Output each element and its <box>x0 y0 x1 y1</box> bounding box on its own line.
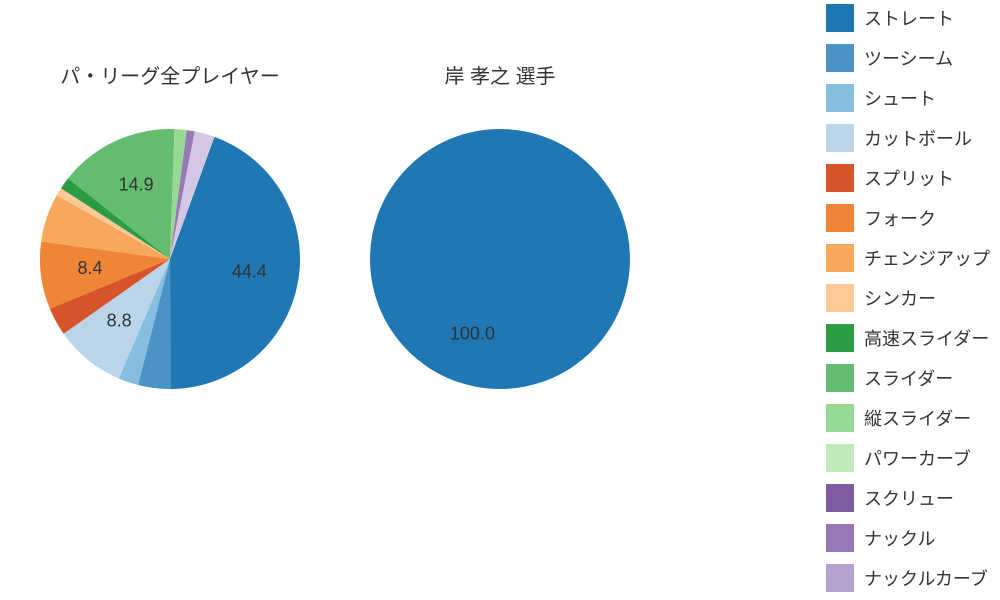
legend-swatch <box>826 524 854 552</box>
legend-label: フォーク <box>864 205 936 231</box>
legend-label: 高速スライダー <box>864 325 989 351</box>
legend-swatch <box>826 444 854 472</box>
legend-item: カットボール <box>826 124 990 152</box>
legend-label: ストレート <box>864 5 954 31</box>
legend-label: ツーシーム <box>864 45 953 71</box>
legend-label: 縦スライダー <box>864 405 971 431</box>
legend-swatch <box>826 4 854 32</box>
legend-label: シュート <box>864 85 936 111</box>
pie-slice-label: 100.0 <box>450 323 495 343</box>
legend-item: チェンジアップ <box>826 244 990 272</box>
legend-item: 縦スライダー <box>826 404 990 432</box>
legend-item: パワーカーブ <box>826 444 990 472</box>
pie-slice <box>370 129 630 389</box>
chart-title-1: 岸 孝之 選手 <box>444 60 555 89</box>
pie-slice-label: 8.4 <box>78 258 103 278</box>
chart-block-0: パ・リーグ全プレイヤー 44.4 8.8 8.4 14.9 <box>20 60 320 409</box>
legend-swatch <box>826 284 854 312</box>
legend-item: シンカー <box>826 284 990 312</box>
legend-swatch <box>826 124 854 152</box>
legend-label: スライダー <box>864 365 953 391</box>
chart-title-0: パ・リーグ全プレイヤー <box>60 60 279 89</box>
pie-slice-label: 8.8 <box>107 310 132 330</box>
legend-item: 高速スライダー <box>826 324 990 352</box>
legend-item: ナックル <box>826 524 990 552</box>
pie-slice-label: 14.9 <box>119 175 154 195</box>
legend-label: スプリット <box>864 165 954 191</box>
chart-container: パ・リーグ全プレイヤー 44.4 8.8 8.4 14.9 岸 孝之 選手 100.0… <box>0 0 1000 600</box>
legend-label: ナックル <box>864 525 935 551</box>
legend-item: スクリュー <box>826 484 990 512</box>
pie-chart-0: 44.4 8.8 8.4 14.9 <box>20 109 320 409</box>
legend-swatch <box>826 44 854 72</box>
legend-swatch <box>826 204 854 232</box>
legend-swatch <box>826 164 854 192</box>
legend-item: ナックルカーブ <box>826 564 990 592</box>
legend-label: ナックルカーブ <box>864 565 988 591</box>
legend-swatch <box>826 564 854 592</box>
legend-item: ツーシーム <box>826 44 990 72</box>
legend-item: ストレート <box>826 4 990 32</box>
legend-swatch <box>826 404 854 432</box>
legend-item: シュート <box>826 84 990 112</box>
pie-chart-1: 100.0 <box>350 109 650 409</box>
legend-item: スライダー <box>826 364 990 392</box>
legend-label: カットボール <box>864 125 972 151</box>
legend: ストレートツーシームシュートカットボールスプリットフォークチェンジアップシンカー… <box>826 0 990 600</box>
legend-label: パワーカーブ <box>864 445 971 471</box>
legend-swatch <box>826 484 854 512</box>
chart-block-1: 岸 孝之 選手 100.0 <box>350 60 650 409</box>
legend-label: スクリュー <box>864 485 954 511</box>
legend-label: シンカー <box>864 285 936 311</box>
legend-swatch <box>826 324 854 352</box>
legend-swatch <box>826 364 854 392</box>
legend-label: チェンジアップ <box>864 245 990 271</box>
pie-slice-label: 44.4 <box>232 262 267 282</box>
legend-swatch <box>826 244 854 272</box>
legend-item: スプリット <box>826 164 990 192</box>
legend-item: フォーク <box>826 204 990 232</box>
legend-swatch <box>826 84 854 112</box>
